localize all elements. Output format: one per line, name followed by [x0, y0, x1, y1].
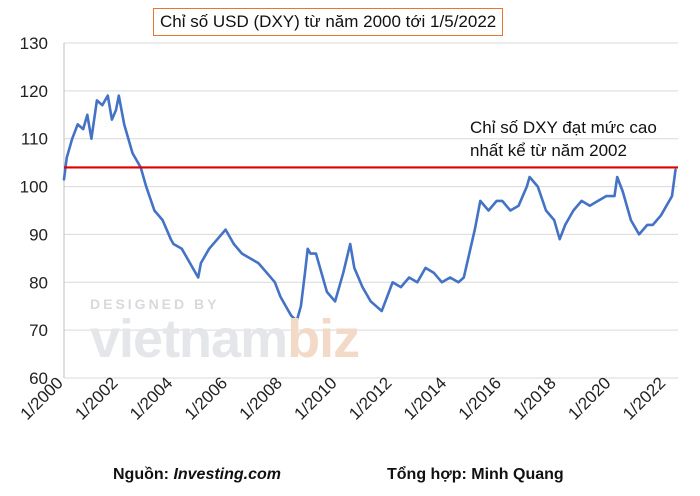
y-tick-label: 100 [20, 178, 48, 197]
y-tick-label: 80 [29, 273, 48, 292]
grid-lines [63, 42, 678, 379]
x-tick-label: 1/2010 [290, 373, 340, 423]
x-tick-label: 1/2016 [455, 373, 505, 423]
x-tick-label: 1/2008 [236, 373, 286, 423]
dxy-line-chart: 60 70 80 90 100 110 120 130 1/2000 1/2002 1/2004 1… [17, 34, 678, 424]
annotation-line-2: nhất kể từ năm 2002 [470, 141, 627, 160]
y-axis-tick-labels: 60 70 80 90 100 110 120 130 [20, 34, 48, 388]
x-tick-label: 1/2002 [71, 373, 121, 423]
x-tick-label: 1/2022 [619, 373, 669, 423]
series-layer [62, 94, 677, 322]
y-tick-label: 60 [29, 369, 48, 388]
x-tick-label: 1/2018 [510, 373, 560, 423]
dxy-series-line [62, 94, 677, 322]
x-tick-label: 1/2020 [564, 373, 614, 423]
x-tick-label: 1/2012 [345, 373, 395, 423]
source-label: Nguồn: [113, 466, 169, 483]
chart-title: Chỉ số USD (DXY) từ năm 2000 tới 1/5/202… [153, 8, 504, 36]
compiled-by: Tổng hợp: Minh Quang [387, 466, 564, 483]
x-tick-label: 1/2004 [126, 373, 176, 423]
x-tick-label: 1/2006 [181, 373, 231, 423]
y-tick-label: 110 [21, 130, 48, 149]
y-tick-label: 70 [29, 321, 48, 340]
y-tick-label: 90 [29, 225, 48, 244]
x-axis-tick-labels: 1/2000 1/2002 1/2004 1/2006 1/2008 1/2010 1/20… [17, 373, 670, 423]
source-credit: Nguồn: Investing.com [113, 466, 281, 484]
y-tick-label: 130 [20, 34, 48, 53]
annotation: Chỉ số DXY đạt mức cao nhất kể từ năm 20… [470, 116, 657, 162]
source-value: Investing.com [173, 466, 282, 483]
annotation-line-1: Chỉ số DXY đạt mức cao [470, 118, 657, 137]
y-tick-label: 120 [20, 82, 48, 101]
x-tick-label: 1/2014 [400, 373, 450, 423]
